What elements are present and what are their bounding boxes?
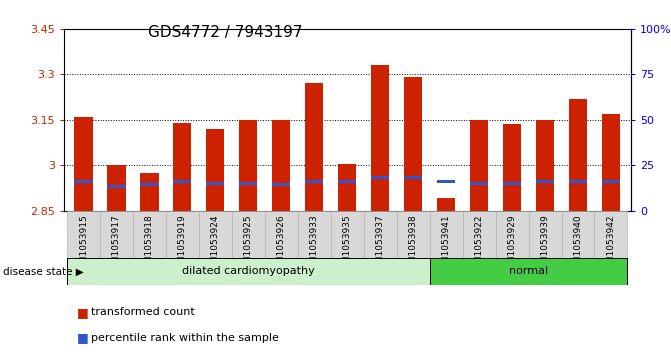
Text: GSM1053940: GSM1053940 bbox=[574, 215, 582, 275]
Bar bbox=[140, 173, 158, 211]
Bar bbox=[569, 180, 587, 183]
Bar bbox=[107, 185, 125, 188]
Text: ■: ■ bbox=[77, 331, 89, 344]
Bar bbox=[240, 120, 258, 211]
Bar bbox=[536, 180, 554, 183]
Bar bbox=[602, 114, 620, 211]
Text: GSM1053942: GSM1053942 bbox=[607, 215, 615, 275]
Bar bbox=[338, 180, 356, 183]
Bar bbox=[206, 182, 224, 185]
Bar bbox=[338, 164, 356, 211]
Bar bbox=[265, 211, 298, 260]
Text: GSM1053915: GSM1053915 bbox=[79, 215, 88, 275]
Bar bbox=[470, 120, 488, 211]
Bar bbox=[536, 120, 554, 211]
Bar bbox=[133, 211, 166, 260]
Bar bbox=[437, 199, 455, 211]
Bar bbox=[371, 176, 389, 179]
Text: GSM1053917: GSM1053917 bbox=[112, 215, 121, 275]
Text: GSM1053926: GSM1053926 bbox=[277, 215, 286, 275]
Bar bbox=[562, 211, 595, 260]
Bar bbox=[404, 77, 422, 211]
Bar bbox=[173, 123, 191, 211]
Text: dilated cardiomyopathy: dilated cardiomyopathy bbox=[182, 266, 315, 276]
Bar bbox=[496, 211, 529, 260]
Text: GSM1053919: GSM1053919 bbox=[178, 215, 187, 275]
Bar bbox=[140, 183, 158, 186]
Bar bbox=[67, 211, 100, 260]
Text: GSM1053922: GSM1053922 bbox=[474, 215, 484, 275]
Bar bbox=[470, 182, 488, 185]
Bar bbox=[305, 83, 323, 211]
Bar bbox=[199, 211, 232, 260]
Text: GSM1053935: GSM1053935 bbox=[343, 215, 352, 275]
Text: percentile rank within the sample: percentile rank within the sample bbox=[91, 333, 278, 343]
Text: GSM1053924: GSM1053924 bbox=[211, 215, 220, 275]
Bar bbox=[462, 211, 496, 260]
Bar bbox=[240, 182, 258, 185]
Text: GSM1053939: GSM1053939 bbox=[541, 215, 550, 275]
Bar bbox=[305, 180, 323, 183]
Text: ■: ■ bbox=[77, 306, 89, 319]
Text: GSM1053925: GSM1053925 bbox=[244, 215, 253, 275]
Bar bbox=[397, 211, 429, 260]
Bar bbox=[331, 211, 364, 260]
Bar bbox=[232, 211, 265, 260]
Text: transformed count: transformed count bbox=[91, 307, 195, 317]
Bar bbox=[404, 176, 422, 179]
Bar bbox=[602, 180, 620, 183]
Bar bbox=[529, 211, 562, 260]
Bar bbox=[437, 180, 455, 183]
Bar bbox=[67, 258, 429, 285]
Bar bbox=[503, 125, 521, 211]
Text: GSM1053918: GSM1053918 bbox=[145, 215, 154, 275]
Text: GSM1053929: GSM1053929 bbox=[507, 215, 517, 275]
Bar bbox=[569, 99, 587, 211]
Bar bbox=[503, 182, 521, 185]
Bar bbox=[272, 121, 291, 211]
Bar bbox=[272, 183, 291, 186]
Bar bbox=[429, 258, 627, 285]
Text: GSM1053933: GSM1053933 bbox=[310, 215, 319, 275]
Bar bbox=[74, 180, 93, 183]
Bar bbox=[371, 65, 389, 211]
Bar bbox=[107, 165, 125, 211]
Text: GDS4772 / 7943197: GDS4772 / 7943197 bbox=[148, 25, 302, 40]
Bar bbox=[74, 117, 93, 211]
Bar bbox=[595, 211, 627, 260]
Bar bbox=[429, 211, 462, 260]
Text: disease state ▶: disease state ▶ bbox=[3, 266, 84, 277]
Text: normal: normal bbox=[509, 266, 548, 276]
Bar bbox=[206, 129, 224, 211]
Bar bbox=[364, 211, 397, 260]
Bar bbox=[173, 180, 191, 183]
Bar bbox=[100, 211, 133, 260]
Bar bbox=[298, 211, 331, 260]
Text: GSM1053941: GSM1053941 bbox=[442, 215, 451, 275]
Text: GSM1053938: GSM1053938 bbox=[409, 215, 417, 275]
Text: GSM1053937: GSM1053937 bbox=[376, 215, 384, 275]
Bar bbox=[166, 211, 199, 260]
